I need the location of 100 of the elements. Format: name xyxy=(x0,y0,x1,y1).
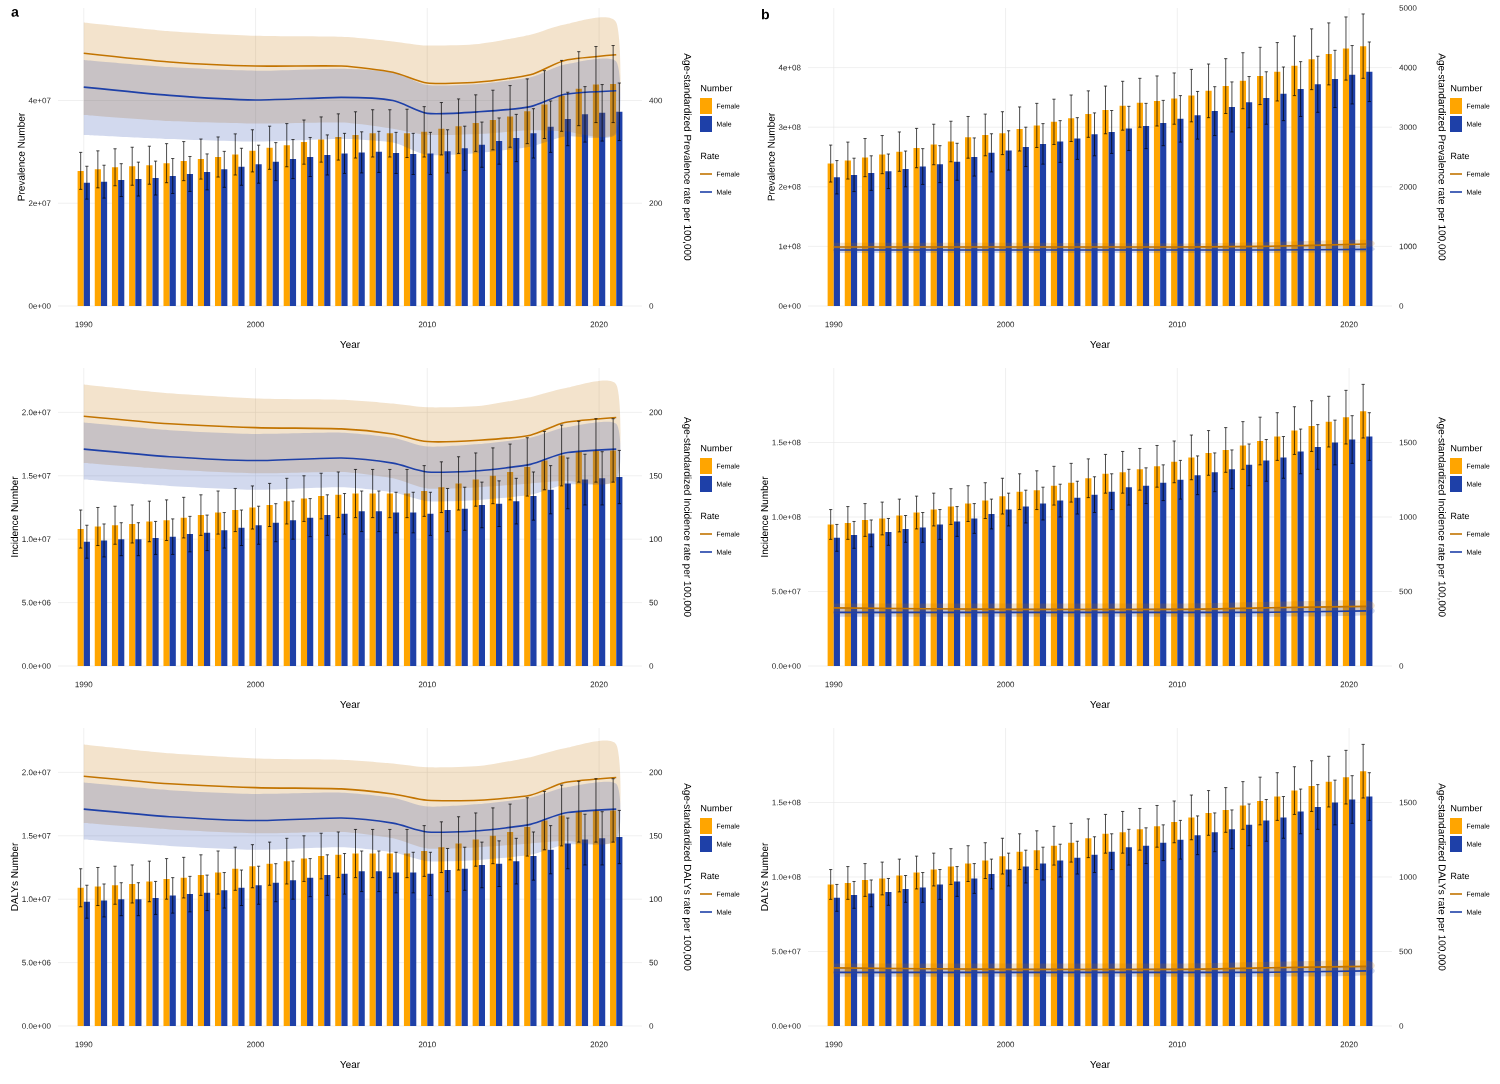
bar xyxy=(1188,457,1195,666)
bar xyxy=(111,885,119,1026)
bar xyxy=(524,826,531,1026)
bar xyxy=(547,489,554,666)
bar xyxy=(335,136,342,306)
bar xyxy=(564,118,571,306)
bar xyxy=(1325,781,1332,1026)
bar xyxy=(879,878,886,1026)
bar xyxy=(1325,53,1332,306)
bar xyxy=(410,512,417,666)
bar xyxy=(930,509,937,666)
line-series xyxy=(82,86,618,115)
bar xyxy=(513,501,520,666)
bar xyxy=(982,500,989,666)
bar xyxy=(489,835,496,1026)
bar xyxy=(513,138,520,306)
bar xyxy=(616,111,623,306)
bar xyxy=(507,116,514,306)
bar xyxy=(896,151,903,306)
bar xyxy=(1102,473,1109,666)
bar xyxy=(204,171,211,306)
bar xyxy=(564,843,571,1026)
bar xyxy=(1016,851,1023,1026)
bar xyxy=(999,856,1006,1026)
line-series xyxy=(82,52,618,85)
bar xyxy=(221,890,228,1026)
bar xyxy=(999,496,1006,666)
bar xyxy=(1239,80,1246,306)
bar xyxy=(221,169,228,306)
bar xyxy=(152,537,159,666)
bar xyxy=(283,145,290,306)
bar xyxy=(266,504,273,666)
bar xyxy=(1033,125,1040,306)
bar xyxy=(77,529,84,666)
bar xyxy=(541,104,548,306)
bar xyxy=(999,133,1006,306)
bar xyxy=(1085,478,1092,666)
bar xyxy=(214,512,222,666)
bar xyxy=(352,493,359,666)
bar xyxy=(163,878,170,1026)
bar xyxy=(1274,71,1281,306)
bar xyxy=(152,897,159,1026)
bar xyxy=(341,873,348,1026)
bar xyxy=(913,148,920,306)
bar xyxy=(204,892,211,1026)
bar xyxy=(1068,842,1075,1026)
bar xyxy=(358,511,365,666)
bar xyxy=(255,164,262,306)
bar xyxy=(214,872,222,1026)
bar xyxy=(530,496,537,666)
bar xyxy=(335,854,342,1026)
bar xyxy=(300,858,308,1026)
bar xyxy=(1136,829,1143,1026)
bar xyxy=(1360,771,1367,1026)
bar xyxy=(1188,95,1195,306)
bar xyxy=(1222,809,1229,1026)
bar xyxy=(461,868,468,1026)
bar xyxy=(478,144,486,306)
bar xyxy=(300,498,308,666)
bar xyxy=(421,851,428,1026)
bar xyxy=(403,493,411,666)
bar xyxy=(238,527,245,666)
bar xyxy=(197,875,204,1026)
bar xyxy=(575,88,582,306)
bar xyxy=(827,163,834,306)
bar xyxy=(506,831,514,1026)
bar xyxy=(146,881,153,1026)
bar xyxy=(444,870,451,1026)
bar xyxy=(1274,436,1281,666)
bar xyxy=(438,847,445,1026)
bar xyxy=(318,139,325,306)
bar xyxy=(913,512,920,666)
bar xyxy=(358,871,365,1026)
bar xyxy=(238,887,245,1026)
bar xyxy=(844,522,851,666)
bar xyxy=(827,524,834,666)
bar xyxy=(1256,441,1264,666)
bar xyxy=(272,522,279,666)
bar xyxy=(1274,796,1281,1026)
bar xyxy=(1188,817,1195,1026)
bar xyxy=(610,450,617,666)
bar xyxy=(324,875,331,1026)
bar xyxy=(616,837,623,1026)
bar xyxy=(861,157,869,306)
bar xyxy=(599,838,606,1026)
bar xyxy=(232,154,239,306)
bar xyxy=(581,479,589,666)
bar xyxy=(1360,411,1367,666)
bar xyxy=(403,133,411,306)
bar xyxy=(421,491,428,666)
bar xyxy=(421,131,428,306)
bar xyxy=(146,165,153,306)
bar xyxy=(1256,801,1264,1026)
bar xyxy=(616,477,623,666)
bar xyxy=(1153,100,1161,306)
bar xyxy=(283,861,290,1026)
bar xyxy=(558,95,565,306)
bar xyxy=(324,154,331,306)
bar xyxy=(135,179,142,306)
line-series xyxy=(82,448,618,474)
